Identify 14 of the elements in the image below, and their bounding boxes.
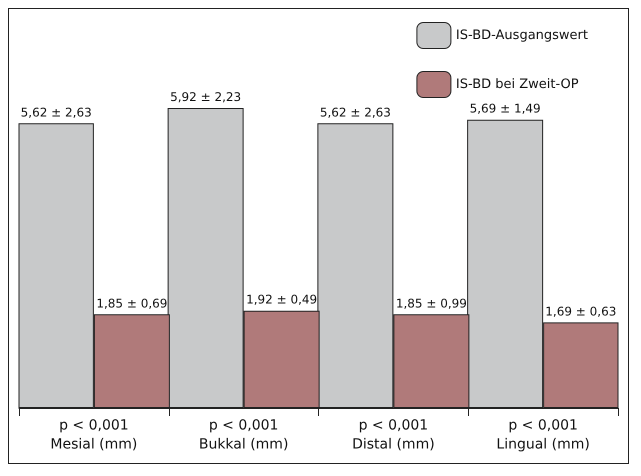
data-label: 1,85 ± 0,69 [96,296,168,310]
x-tick-label: p < 0,001 Distal (mm) [352,418,435,452]
data-label: 1,69 ± 0,63 [545,304,616,318]
x-tick-label: p < 0,001 Mesial (mm) [50,418,138,452]
data-label: 1,85 ± 0,99 [396,296,467,310]
data-label: 5,69 ± 1,49 [470,102,541,116]
legend-label: IS-BD-Ausgangswert [456,28,588,43]
data-label: 5,92 ± 2,23 [170,90,242,104]
x-tick-label: p < 0,001 Lingual (mm) [496,418,590,452]
x-tick-label: p < 0,001 Bukkal (mm) [198,418,288,452]
data-label: 1,92 ± 0,49 [246,292,318,307]
legend-label: IS-BD bei Zweit-OP [456,77,579,92]
data-label: 5,62 ± 2,63 [20,105,92,120]
data-label: 5,62 ± 2,63 [320,105,391,120]
